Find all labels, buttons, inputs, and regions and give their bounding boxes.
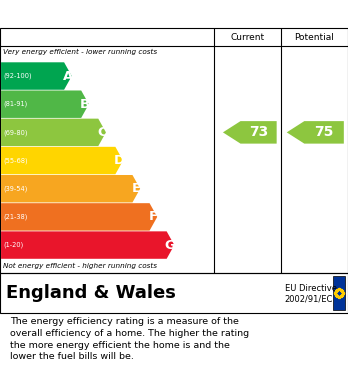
Polygon shape bbox=[1, 118, 106, 146]
Text: Current: Current bbox=[230, 33, 264, 42]
Polygon shape bbox=[1, 231, 174, 259]
Text: G: G bbox=[165, 239, 176, 251]
Text: B: B bbox=[80, 98, 90, 111]
Text: (92-100): (92-100) bbox=[3, 73, 32, 79]
Text: (21-38): (21-38) bbox=[3, 213, 28, 220]
Text: Potential: Potential bbox=[294, 33, 334, 42]
Text: (69-80): (69-80) bbox=[3, 129, 28, 136]
Polygon shape bbox=[1, 175, 140, 203]
Polygon shape bbox=[223, 121, 277, 143]
Text: (39-54): (39-54) bbox=[3, 185, 28, 192]
Text: Not energy efficient - higher running costs: Not energy efficient - higher running co… bbox=[3, 263, 158, 269]
Text: England & Wales: England & Wales bbox=[6, 284, 176, 302]
Bar bbox=[333, 276, 345, 310]
Text: (1-20): (1-20) bbox=[3, 242, 24, 248]
Text: Very energy efficient - lower running costs: Very energy efficient - lower running co… bbox=[3, 49, 158, 55]
Text: 73: 73 bbox=[249, 126, 268, 139]
Polygon shape bbox=[1, 203, 157, 231]
Text: The energy efficiency rating is a measure of the
overall efficiency of a home. T: The energy efficiency rating is a measur… bbox=[10, 317, 250, 361]
Text: (55-68): (55-68) bbox=[3, 157, 28, 164]
Text: F: F bbox=[149, 210, 158, 223]
Text: 2002/91/EC: 2002/91/EC bbox=[285, 294, 333, 303]
Text: E: E bbox=[132, 182, 141, 195]
Text: A: A bbox=[62, 70, 73, 83]
Text: EU Directive: EU Directive bbox=[285, 284, 337, 293]
Text: C: C bbox=[97, 126, 106, 139]
Text: D: D bbox=[113, 154, 125, 167]
Text: Energy Efficiency Rating: Energy Efficiency Rating bbox=[9, 7, 211, 22]
Text: (81-91): (81-91) bbox=[3, 101, 28, 108]
Polygon shape bbox=[287, 121, 344, 143]
Text: 75: 75 bbox=[314, 126, 334, 139]
Polygon shape bbox=[1, 147, 123, 174]
Polygon shape bbox=[1, 62, 72, 90]
Polygon shape bbox=[1, 90, 89, 118]
